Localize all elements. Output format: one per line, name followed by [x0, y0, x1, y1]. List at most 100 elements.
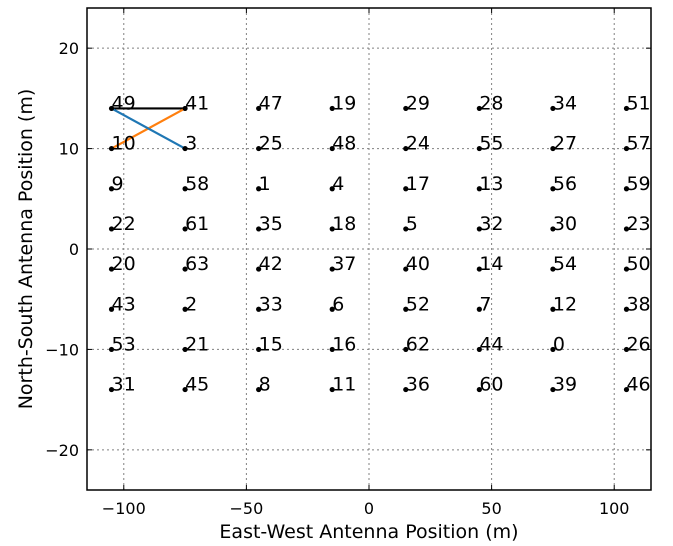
antenna-point	[476, 386, 482, 393]
antenna-point	[329, 226, 335, 232]
antenna-label: 60	[479, 374, 503, 396]
antenna-label: 21	[185, 333, 209, 355]
antenna-label: 43	[112, 293, 136, 315]
antenna-label: 6	[332, 293, 344, 315]
antenna-label: 49	[112, 92, 136, 114]
antenna-label: 30	[553, 213, 577, 235]
antenna-points	[108, 105, 630, 393]
antenna-label: 5	[406, 213, 418, 235]
antenna-label: 46	[626, 374, 650, 396]
antenna-label: 2	[185, 293, 197, 315]
antenna-label: 53	[112, 333, 136, 355]
antenna-label: 16	[332, 333, 356, 355]
antenna-point	[182, 346, 188, 353]
antenna-point	[256, 186, 262, 192]
antenna-label: 41	[185, 92, 209, 114]
antenna-point	[623, 306, 630, 312]
antenna-point	[476, 186, 482, 192]
x-tick-label: −50	[230, 499, 264, 518]
antenna-point	[550, 306, 556, 312]
antenna-point	[108, 226, 115, 232]
antenna-point	[182, 105, 188, 112]
antenna-label: 13	[479, 173, 503, 195]
antenna-label: 27	[553, 133, 577, 155]
antenna-point	[182, 386, 188, 393]
antenna-label: 38	[626, 293, 650, 315]
antenna-point	[256, 346, 262, 353]
antenna-label: 1	[259, 173, 271, 195]
antenna-label: 10	[112, 133, 136, 155]
antenna-point	[550, 226, 556, 232]
antenna-label: 18	[332, 213, 356, 235]
antenna-point	[108, 145, 115, 152]
antenna-label: 26	[626, 333, 650, 355]
antenna-point	[623, 145, 630, 152]
antenna-point	[108, 386, 115, 393]
y-axis-label: North-South Antenna Position (m)	[15, 89, 37, 410]
antenna-label: 48	[332, 133, 356, 155]
antenna-label: 54	[553, 253, 577, 275]
antenna-label: 24	[406, 133, 430, 155]
antenna-label: 52	[406, 293, 430, 315]
antenna-label: 12	[553, 293, 577, 315]
antenna-label: 17	[406, 173, 430, 195]
antenna-point	[623, 346, 630, 353]
antenna-label: 36	[406, 374, 430, 396]
antenna-point	[403, 346, 409, 353]
antenna-point	[623, 266, 630, 272]
antenna-label: 33	[259, 293, 283, 315]
antenna-point	[476, 145, 482, 152]
antenna-label: 56	[553, 173, 577, 195]
antenna-label: 3	[185, 133, 197, 155]
x-tick-label: 0	[364, 499, 374, 518]
antenna-point	[550, 105, 556, 112]
antenna-label: 29	[406, 92, 430, 114]
antenna-label: 11	[332, 374, 356, 396]
antenna-label: 20	[112, 253, 136, 275]
antenna-label: 50	[626, 253, 650, 275]
antenna-label: 25	[259, 133, 283, 155]
antenna-label: 23	[626, 213, 650, 235]
antenna-label: 51	[626, 92, 650, 114]
antenna-point	[256, 226, 262, 232]
antenna-point	[403, 226, 409, 232]
antenna-point	[329, 346, 335, 353]
antenna-point	[329, 186, 335, 192]
antenna-label: 61	[185, 213, 209, 235]
antenna-point	[329, 266, 335, 272]
antenna-point	[108, 186, 115, 192]
y-tick-label: 10	[59, 140, 79, 159]
antenna-point	[108, 306, 115, 312]
antenna-label: 57	[626, 133, 650, 155]
y-tick-label: −10	[45, 340, 79, 359]
antenna-point	[403, 145, 409, 152]
antenna-point	[329, 386, 335, 393]
antenna-point	[108, 266, 115, 272]
antenna-label: 8	[259, 374, 271, 396]
antenna-point	[476, 306, 482, 312]
antenna-point	[550, 266, 556, 272]
baseline-line	[110, 107, 187, 150]
x-axis-label: East-West Antenna Position (m)	[219, 521, 518, 543]
antenna-point	[403, 386, 409, 393]
antenna-label: 0	[553, 333, 565, 355]
x-tick-label: 50	[481, 499, 501, 518]
antenna-point	[108, 346, 115, 353]
antenna-label: 22	[112, 213, 136, 235]
antenna-label: 59	[626, 173, 650, 195]
antenna-label: 63	[185, 253, 209, 275]
antenna-point	[403, 105, 409, 112]
antenna-label: 37	[332, 253, 356, 275]
antenna-point	[182, 186, 188, 192]
antenna-label: 4	[332, 173, 344, 195]
gridlines	[87, 8, 651, 490]
antenna-point	[403, 306, 409, 312]
antenna-point	[329, 105, 335, 112]
antenna-point	[550, 145, 556, 152]
antenna-label: 31	[112, 374, 136, 396]
antenna-point	[256, 145, 262, 152]
antenna-point	[182, 226, 188, 232]
antenna-label: 58	[185, 173, 209, 195]
antenna-point	[623, 386, 630, 393]
